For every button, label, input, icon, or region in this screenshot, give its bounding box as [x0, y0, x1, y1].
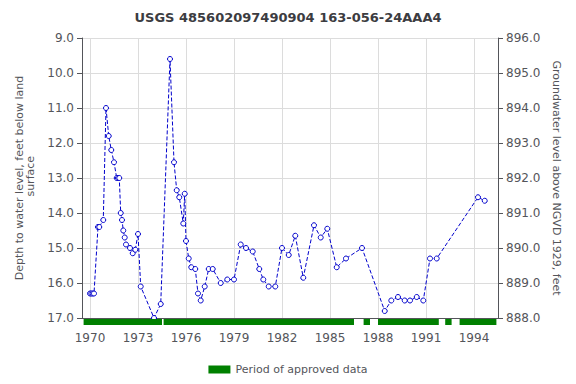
svg-text:889.0: 889.0: [506, 276, 540, 290]
svg-text:surface: surface: [24, 156, 37, 200]
svg-text:891.0: 891.0: [506, 206, 540, 220]
svg-text:9.0: 9.0: [55, 31, 74, 45]
svg-text:1988: 1988: [363, 331, 394, 345]
svg-text:10.0: 10.0: [47, 66, 74, 80]
svg-text:1985: 1985: [315, 331, 346, 345]
svg-text:14.0: 14.0: [47, 206, 74, 220]
svg-text:894.0: 894.0: [506, 101, 540, 115]
svg-text:12.0: 12.0: [47, 136, 74, 150]
svg-text:896.0: 896.0: [506, 31, 540, 45]
svg-text:Period of approved data: Period of approved data: [235, 363, 367, 376]
svg-text:1994: 1994: [459, 331, 490, 345]
svg-text:USGS 485602097490904 163-056-2: USGS 485602097490904 163-056-24AAA4: [134, 10, 441, 25]
svg-text:13.0: 13.0: [47, 171, 74, 185]
svg-text:1970: 1970: [75, 331, 106, 345]
svg-text:15.0: 15.0: [47, 241, 74, 255]
svg-text:890.0: 890.0: [506, 241, 540, 255]
svg-text:11.0: 11.0: [47, 101, 74, 115]
svg-text:888.0: 888.0: [506, 311, 540, 325]
svg-text:Depth to water level, feet bel: Depth to water level, feet below land: [13, 75, 27, 281]
svg-text:892.0: 892.0: [506, 171, 540, 185]
svg-text:16.0: 16.0: [47, 276, 74, 290]
svg-text:17.0: 17.0: [47, 311, 74, 325]
svg-text:895.0: 895.0: [506, 66, 540, 80]
svg-text:1991: 1991: [411, 331, 442, 345]
svg-text:893.0: 893.0: [506, 136, 540, 150]
svg-text:1982: 1982: [267, 331, 298, 345]
svg-text:1973: 1973: [123, 331, 154, 345]
svg-text:1979: 1979: [219, 331, 250, 345]
svg-text:Groundwater level above NGVD 1: Groundwater level above NGVD 1929, feet: [550, 60, 563, 296]
svg-text:1976: 1976: [171, 331, 202, 345]
